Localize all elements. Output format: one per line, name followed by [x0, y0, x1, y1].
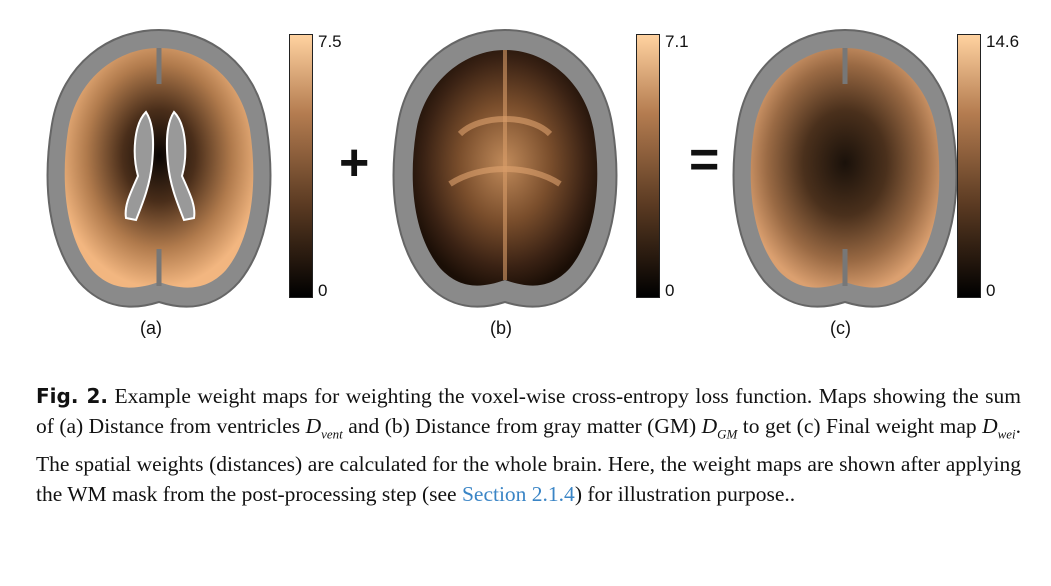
- figure-caption: Fig. 2. Example weight maps for weightin…: [36, 381, 1021, 509]
- panel-b-brain-map: [380, 24, 630, 314]
- colorbar-a-min: 0: [318, 281, 328, 300]
- symbol-d-vent: Dvent: [305, 414, 343, 442]
- caption-text-5: ) for illustration purpose..: [574, 482, 796, 507]
- panel-c-brain-map: [720, 24, 970, 314]
- colorbar-b-max: 7.1: [665, 32, 689, 51]
- symbol-d-gm: DGM: [701, 414, 738, 442]
- panel-c-label: (c): [830, 318, 851, 338]
- figure-number: Fig. 2.: [36, 384, 109, 408]
- colorbar-b: [636, 34, 660, 298]
- equals-operator: =: [689, 131, 720, 189]
- figure: 7.5 0 (a) + 7.1 0 (b) =: [34, 24, 1020, 338]
- panel-a-label: (a): [140, 318, 162, 338]
- colorbar-c: [957, 34, 981, 298]
- panel-a-brain-map: [34, 24, 284, 314]
- panel-b-label: (b): [490, 318, 512, 338]
- section-link[interactable]: Section 2.1.4: [461, 482, 575, 507]
- caption-text-2: and (b) Distance from gray matter (GM): [348, 414, 697, 438]
- symbol-d-wei: Dwei: [982, 414, 1016, 442]
- colorbar-a: [289, 34, 313, 298]
- colorbar-a-max: 7.5: [318, 32, 342, 51]
- colorbar-c-max: 14.6: [986, 32, 1020, 51]
- colorbar-c-min: 0: [986, 281, 996, 300]
- plus-operator: +: [339, 134, 370, 192]
- caption-text-3: to get (c) Final weight map: [742, 414, 977, 438]
- caption-text-1: Example weight maps for weighting the vo…: [36, 384, 1021, 438]
- colorbar-b-min: 0: [665, 281, 675, 300]
- caption-text-4: . The spatial weights (distances) are ca…: [36, 414, 1022, 507]
